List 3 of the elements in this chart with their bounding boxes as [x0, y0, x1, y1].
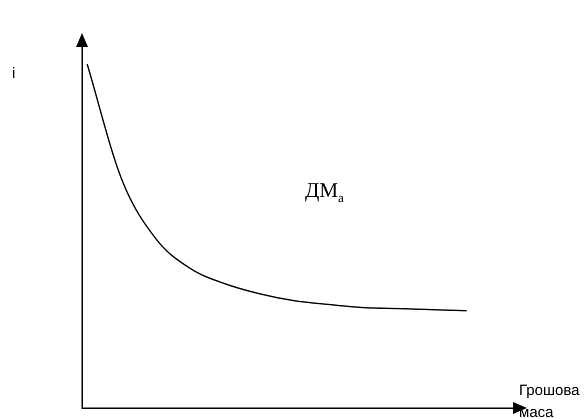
x-axis-title: Грошова маса [519, 381, 580, 419]
y-axis-title: i [12, 65, 16, 82]
annotation: ДМ$_{a}$ [305, 178, 344, 206]
